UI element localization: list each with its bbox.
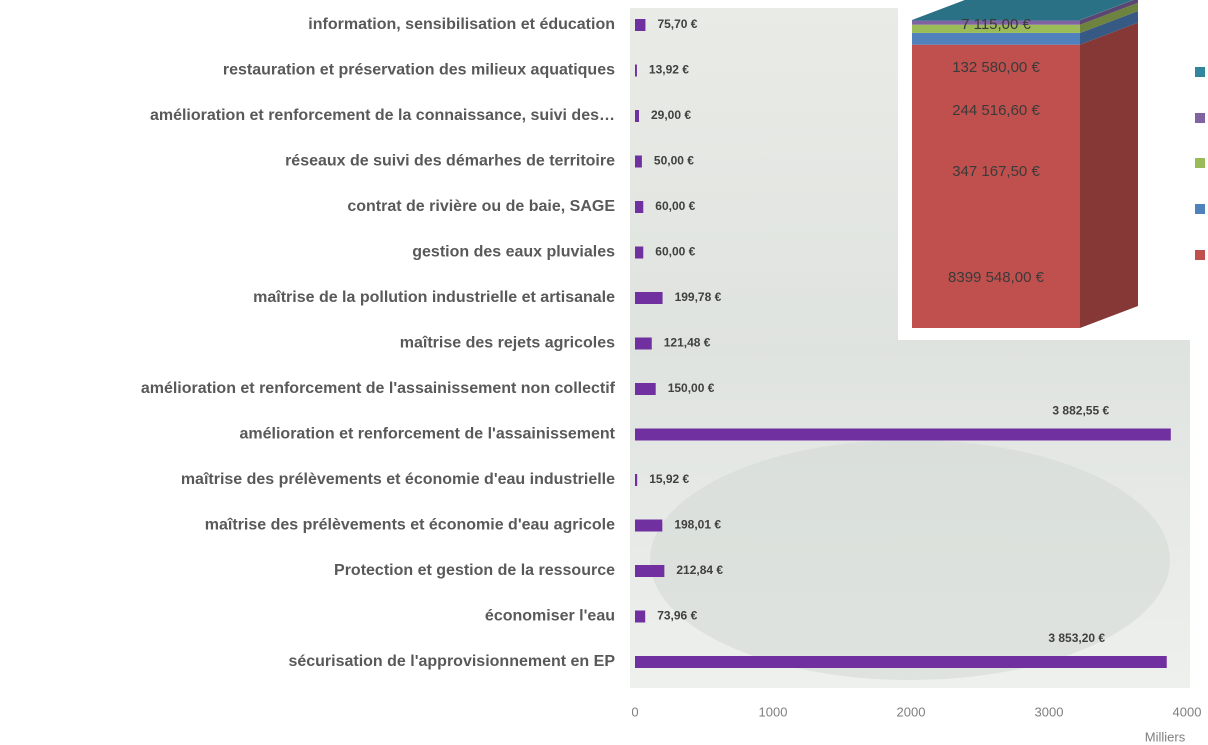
- bar: [635, 155, 642, 168]
- legend-marker: [1195, 113, 1205, 123]
- background-shape: [650, 440, 1170, 680]
- bar-top: [912, 0, 1133, 20]
- value-label: 29,00 €: [651, 108, 691, 122]
- category-label: Protection et gestion de la ressource: [334, 562, 615, 579]
- value-label: 60,00 €: [655, 245, 695, 259]
- x-tick-label: 2000: [897, 704, 926, 719]
- category-label: maîtrise des rejets agricoles: [400, 335, 615, 352]
- bar: [635, 519, 663, 532]
- bar-side: [1080, 22, 1138, 328]
- bar: [635, 337, 652, 350]
- bar-segment: [912, 20, 1080, 25]
- category-label: maîtrise de la pollution industrielle et…: [253, 289, 615, 306]
- x-tick-label: 1000: [759, 704, 788, 719]
- category-label: gestion des eaux pluviales: [412, 244, 615, 261]
- value-label: 73,96 €: [657, 609, 697, 623]
- bar-side: [1080, 2, 1138, 33]
- category-label: sécurisation de l'approvisionnement en E…: [288, 653, 615, 670]
- bar: [635, 610, 646, 623]
- x-tick-label: 4000: [1173, 704, 1202, 719]
- segment-label: 244 516,60 €: [952, 102, 1040, 119]
- bar: [635, 656, 1167, 668]
- bar-side: [1080, 0, 1134, 21]
- category-label: restauration et préservation des milieux…: [223, 62, 615, 79]
- segment-label: 8399 548,00 €: [948, 269, 1045, 286]
- legend-marker: [1195, 250, 1205, 260]
- legend-marker: [1195, 67, 1205, 77]
- bar: [635, 246, 644, 259]
- value-label: 13,92 €: [649, 63, 689, 77]
- bar: [635, 201, 644, 213]
- bar-segment: [912, 20, 1080, 21]
- bar: [635, 292, 663, 304]
- bar-segment: [912, 24, 1080, 33]
- category-label: réseaux de suivi des démarhes de territo…: [285, 153, 615, 170]
- category-label: amélioration et renforcement de l'assain…: [240, 426, 616, 443]
- value-label: 3 853,20 €: [1048, 631, 1105, 645]
- legend-marker: [1195, 204, 1205, 214]
- bar-segment: [912, 44, 1080, 328]
- value-label: 199,78 €: [675, 290, 722, 304]
- value-label: 150,00 €: [668, 381, 715, 395]
- category-label: information, sensibilisation et éducatio…: [308, 16, 615, 33]
- bar: [635, 428, 1171, 441]
- bar-side: [1080, 0, 1138, 25]
- bar-segment: [912, 32, 1080, 45]
- x-tick-label: 0: [631, 704, 638, 719]
- value-label: 212,84 €: [676, 563, 723, 577]
- bar: [635, 19, 646, 31]
- value-label: 198,01 €: [674, 518, 721, 532]
- category-label: maîtrise des prélèvements et économie d'…: [205, 517, 615, 534]
- bar: [635, 565, 665, 577]
- bar: [635, 474, 638, 486]
- segment-label: 347 167,50 €: [952, 163, 1040, 180]
- bar: [635, 110, 640, 122]
- category-label: contrat de rivière ou de baie, SAGE: [347, 198, 615, 215]
- segment-label: 7 115,00 €: [961, 16, 1031, 33]
- value-label: 121,48 €: [664, 336, 711, 350]
- category-label: amélioration et renforcement de la conna…: [150, 107, 615, 124]
- value-label: 3 882,55 €: [1052, 404, 1109, 418]
- x-axis-label: Milliers: [1145, 729, 1186, 744]
- value-label: 15,92 €: [649, 472, 689, 486]
- bar: [635, 64, 637, 77]
- value-label: 75,70 €: [657, 17, 697, 31]
- segment-label: 132 580,00 €: [952, 59, 1040, 76]
- x-tick-label: 3000: [1035, 704, 1064, 719]
- legend-marker: [1195, 158, 1205, 168]
- bar-side: [1080, 10, 1138, 45]
- category-label: économiser l'eau: [485, 608, 615, 625]
- bar: [635, 383, 656, 395]
- category-label: maîtrise des prélèvements et économie d'…: [181, 471, 615, 488]
- category-label: amélioration et renforcement de l'assain…: [141, 380, 616, 397]
- value-label: 60,00 €: [655, 199, 695, 213]
- value-label: 50,00 €: [654, 154, 694, 168]
